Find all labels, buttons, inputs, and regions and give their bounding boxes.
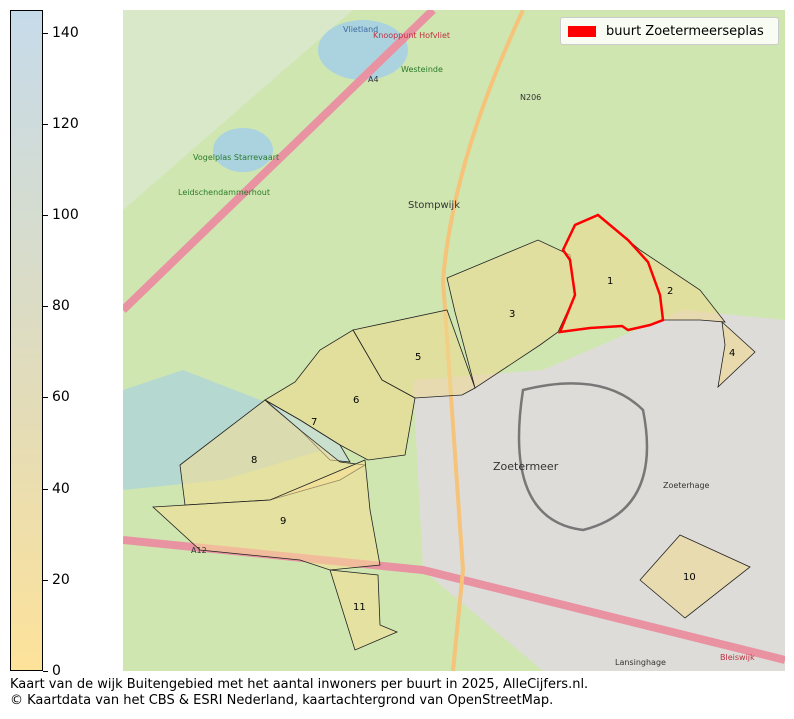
colorbar-tick: [43, 215, 48, 217]
buurt-9[interactable]: [152, 459, 381, 571]
buurt-label: 9: [280, 516, 286, 527]
lake-starrevaart: [213, 128, 273, 172]
lake-vlietland: [318, 20, 408, 80]
buurt-label: 7: [311, 417, 317, 428]
place-labels: Stompwijk Zoetermeer Vlietland Westeinde…: [178, 25, 755, 667]
place-label: A12: [191, 546, 207, 555]
colorbar-tick-label: 80: [52, 298, 70, 315]
place-label: Zoeterhage: [663, 481, 710, 490]
place-label: Knooppunt Hofvliet: [373, 31, 450, 40]
buurt-label: 11: [353, 602, 366, 613]
place-label: Zoetermeer: [493, 460, 559, 473]
colorbar-tick: [43, 123, 48, 125]
colorbar-tick-label: 20: [52, 571, 70, 588]
colorbar-tick: [43, 32, 48, 34]
place-label: Vlietland: [343, 25, 378, 34]
buurt-11[interactable]: [329, 569, 399, 651]
buurt-label: 2: [667, 286, 673, 297]
caption-line-1: Kaart van de wijk Buitengebied met het a…: [10, 677, 589, 692]
place-label: Lansinghage: [615, 658, 666, 667]
caption-line-2: © Kaartdata van het CBS & ESRI Nederland…: [10, 693, 554, 708]
colorbar-tick-label: 100: [52, 207, 79, 224]
railway-loop: [517, 382, 649, 532]
colorbar-tick: [43, 579, 48, 581]
buurt-label: 5: [415, 352, 421, 363]
buurt-label: 10: [683, 572, 696, 583]
road-n206: [440, 10, 525, 671]
colorbar: [10, 10, 43, 671]
buurt-label: 4: [729, 348, 735, 359]
place-label: Westeinde: [401, 65, 443, 74]
colorbar-tick-label: 120: [52, 115, 79, 132]
buurt-3[interactable]: [446, 239, 576, 389]
place-label: N206: [520, 93, 541, 102]
colorbar-tick: [43, 671, 48, 672]
place-label: A4: [368, 75, 379, 84]
map-legend: buurt Zoetermeerseplas: [560, 17, 779, 45]
map-west-area: [123, 10, 353, 210]
place-label: Stompwijk: [408, 200, 460, 211]
buurt-label: 8: [251, 455, 257, 466]
place-label: Leidschendammerhout: [178, 188, 270, 197]
colorbar-tick-label: 140: [52, 24, 79, 41]
buurt-label: 1: [607, 276, 613, 287]
neighbourhood-labels: 1 2 3 4 5 6 7 8 9 10 11: [251, 276, 735, 613]
colorbar-tick: [43, 397, 48, 399]
buurt-10[interactable]: [639, 534, 751, 619]
caption: Kaart van de wijk Buitengebied met het a…: [10, 677, 588, 709]
colorbar-tick: [43, 306, 48, 308]
neighbourhood-polygons: [152, 213, 756, 651]
colorbar-tick-label: 0: [52, 663, 61, 679]
place-label: Bleiswijk: [720, 653, 755, 662]
buurt-label: 6: [353, 395, 359, 406]
colorbar-tick-label: 60: [52, 389, 70, 406]
highway-a4: [123, 10, 436, 313]
colorbar-tick: [43, 488, 48, 490]
legend-label: buurt Zoetermeerseplas: [606, 23, 764, 39]
colorbar-tick-label: 40: [52, 480, 70, 497]
buurt-1[interactable]: [558, 213, 665, 334]
place-label: Vogelplas Starrevaart: [193, 153, 279, 162]
buurt-label: 3: [509, 309, 515, 320]
legend-swatch: [568, 25, 596, 37]
buurt-4[interactable]: [717, 320, 756, 389]
map[interactable]: Stompwijk Zoetermeer Vlietland Westeinde…: [123, 10, 785, 671]
